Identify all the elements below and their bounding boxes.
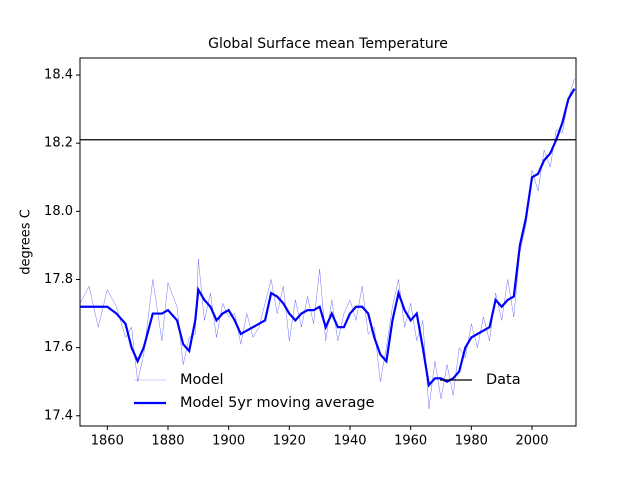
series-line (80, 88, 576, 388)
y-tick-label: 18.2 (44, 136, 73, 151)
x-tick-label: 1940 (333, 434, 366, 449)
x-tick-label: 1980 (455, 434, 488, 449)
y-tick-label: 18.0 (44, 204, 73, 219)
legend-label: Model (180, 372, 224, 388)
x-tick-label: 1860 (91, 434, 124, 449)
legend-label: Model 5yr moving average (180, 395, 375, 411)
y-tick-label: 18.4 (44, 68, 73, 83)
y-tick-label: 17.6 (44, 340, 73, 355)
x-tick-label: 1920 (273, 434, 306, 449)
y-axis-label: degrees C (19, 209, 34, 275)
y-tick-label: 17.4 (44, 408, 73, 423)
x-tick-label: 1960 (394, 434, 427, 449)
x-tick-label: 2000 (515, 434, 548, 449)
series-line (79, 78, 575, 409)
plot-frame (79, 57, 577, 427)
legend-label: Data (486, 372, 521, 388)
chart-title: Global Surface mean Temperature (208, 36, 448, 52)
y-tick-label: 17.8 (44, 272, 73, 287)
x-tick-label: 1880 (151, 434, 184, 449)
x-tick-label: 1900 (212, 434, 245, 449)
